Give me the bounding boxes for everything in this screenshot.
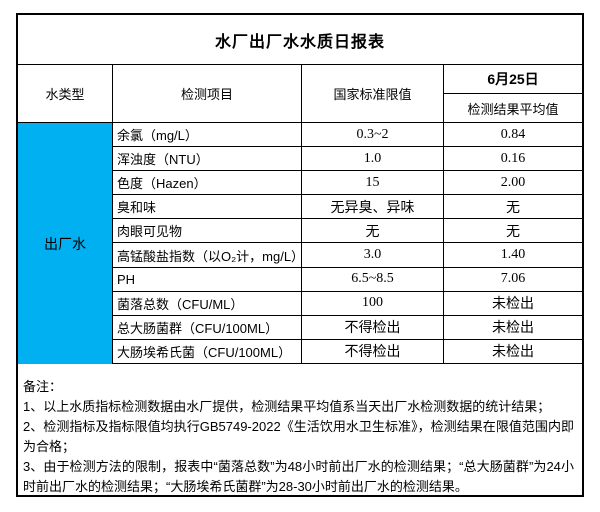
limit-cell: 0.3~2 xyxy=(302,123,444,147)
result-cell: 2.00 xyxy=(500,174,526,190)
notes-heading: 备注： xyxy=(23,379,63,394)
table-row: 色度（Hazen） 15 2.00 xyxy=(113,171,582,196)
note-item: 2、检测指标及指标限值均执行GB5749-2022《生活饮用水卫生标准》，检测结… xyxy=(23,419,574,454)
item-cell: 高锰酸盐指数（以O₂计，mg/L） xyxy=(113,243,304,267)
item-cell: 余氯（mg/L） xyxy=(113,123,302,147)
header-item: 检测项目 xyxy=(113,65,302,122)
header-result-group: 6月25日 检测结果平均值 xyxy=(444,65,582,122)
table-row: 菌落总数（CFU/ML） 100 未检出 xyxy=(113,291,582,316)
table-row: 余氯（mg/L） 0.3~2 0.84 xyxy=(113,123,582,148)
result-cell: 未检出 xyxy=(492,321,534,337)
result-cell: 无 xyxy=(506,200,520,216)
table-row: 大肠埃希氏菌（CFU/100ML） 不得检出 未检出 xyxy=(113,339,582,364)
note-item: 3、由于检测方法的限制，报表中“菌落总数”为48小时前出厂水的检测结果；“总大肠… xyxy=(23,459,574,494)
table-row: 总大肠菌群（CFU/100ML） 不得检出 未检出 xyxy=(113,315,582,340)
result-cell: 7.06 xyxy=(500,271,526,287)
limit-cell: 不得检出 xyxy=(302,315,444,339)
header-limit: 国家标准限值 xyxy=(302,65,444,122)
notes-section: 备注： 1、以上水质指标检测数据由水厂提供，检测结果平均值系当天出厂水检测数据的… xyxy=(18,364,582,497)
page-title: 水厂出厂水水质日报表 xyxy=(18,15,582,65)
limit-cell: 不得检出 xyxy=(302,339,444,363)
limit-cell: 1.0 xyxy=(302,147,444,171)
table-body: 出厂水 余氯（mg/L） 0.3~2 0.84 浑浊度（NTU） 1.0 0.1… xyxy=(18,123,582,364)
water-type-cell: 出厂水 xyxy=(18,123,113,364)
water-quality-report-table: 水厂出厂水水质日报表 水类型 检测项目 国家标准限值 6月25日 检测结果平均值… xyxy=(16,13,584,497)
result-cell: 未检出 xyxy=(492,345,534,361)
item-cell: 色度（Hazen） xyxy=(113,171,302,195)
result-cell: 0.84 xyxy=(500,126,526,142)
result-cell: 未检出 xyxy=(492,297,534,313)
header-water-type: 水类型 xyxy=(18,65,113,122)
table-row: 高锰酸盐指数（以O₂计，mg/L） 3.0 1.40 xyxy=(113,243,582,268)
note-item: 1、以上水质指标检测数据由水厂提供，检测结果平均值系当天出厂水检测数据的统计结果… xyxy=(23,399,551,414)
limit-cell: 15 xyxy=(302,171,444,195)
header-result-avg: 检测结果平均值 xyxy=(467,101,559,117)
limit-cell: 无 xyxy=(302,219,444,243)
item-cell: 大肠埃希氏菌（CFU/100ML） xyxy=(113,339,302,363)
table-row: 肉眼可见物 无 无 xyxy=(113,219,582,244)
table-row: 浑浊度（NTU） 1.0 0.16 xyxy=(113,147,582,172)
item-cell: 总大肠菌群（CFU/100ML） xyxy=(113,315,302,339)
item-cell: 菌落总数（CFU/ML） xyxy=(113,291,302,315)
table-header-row: 水类型 检测项目 国家标准限值 6月25日 检测结果平均值 xyxy=(18,65,582,123)
item-cell: 浑浊度（NTU） xyxy=(113,147,302,171)
result-cell: 1.40 xyxy=(500,247,526,263)
table-row: PH 6.5~8.5 7.06 xyxy=(113,267,582,292)
result-cell: 无 xyxy=(506,224,520,240)
item-cell: PH xyxy=(113,267,302,291)
table-row: 臭和味 无异臭、异味 无 xyxy=(113,195,582,220)
result-cell: 0.16 xyxy=(500,150,526,166)
item-cell: 臭和味 xyxy=(113,195,302,219)
limit-cell: 无异臭、异味 xyxy=(302,195,444,219)
limit-cell: 3.0 xyxy=(302,243,444,267)
data-rows: 余氯（mg/L） 0.3~2 0.84 浑浊度（NTU） 1.0 0.16 色度… xyxy=(113,123,582,364)
item-cell: 肉眼可见物 xyxy=(113,219,302,243)
header-date: 6月25日 xyxy=(444,65,582,94)
limit-cell: 100 xyxy=(302,291,444,315)
limit-cell: 6.5~8.5 xyxy=(302,267,444,291)
